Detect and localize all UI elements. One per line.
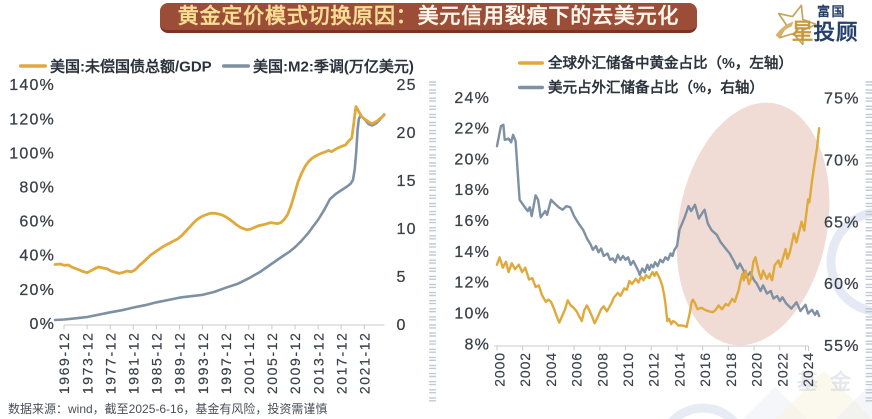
svg-text:100%: 100% xyxy=(9,145,55,162)
svg-text:0: 0 xyxy=(397,317,407,334)
svg-text:0%: 0% xyxy=(29,316,55,333)
svg-text:2014: 2014 xyxy=(672,352,688,387)
svg-text:1969-12: 1969-12 xyxy=(56,332,72,395)
svg-text:15: 15 xyxy=(397,173,417,190)
svg-text:55%: 55% xyxy=(824,338,860,355)
svg-text:22%: 22% xyxy=(454,121,490,138)
svg-text:美国:M2:季调(万亿美元): 美国:M2:季调(万亿美元) xyxy=(253,58,414,76)
svg-text:基金: 基金 xyxy=(797,370,863,394)
svg-text:2017-12: 2017-12 xyxy=(333,332,349,395)
svg-text:14%: 14% xyxy=(454,244,490,261)
svg-text:2006: 2006 xyxy=(569,352,585,387)
svg-text:70%: 70% xyxy=(824,152,860,169)
svg-text:美国:未偿国债总额/GDP: 美国:未偿国债总额/GDP xyxy=(50,58,212,76)
svg-text:24%: 24% xyxy=(454,90,490,107)
svg-text:80%: 80% xyxy=(19,180,55,197)
svg-text:2001-12: 2001-12 xyxy=(241,332,257,395)
svg-text:1993-12: 1993-12 xyxy=(195,332,211,395)
svg-text:18%: 18% xyxy=(454,182,490,199)
svg-text:20%: 20% xyxy=(19,282,55,299)
svg-text:2000: 2000 xyxy=(492,352,508,387)
svg-text:2002: 2002 xyxy=(517,352,533,387)
svg-text:2004: 2004 xyxy=(543,352,559,387)
svg-text:富国: 富国 xyxy=(817,4,846,19)
svg-text:2005-12: 2005-12 xyxy=(264,332,280,395)
svg-text:2024: 2024 xyxy=(800,352,816,387)
svg-text:5: 5 xyxy=(397,269,407,286)
svg-text:12%: 12% xyxy=(454,275,490,292)
svg-text:40%: 40% xyxy=(19,248,55,265)
svg-text:8%: 8% xyxy=(464,336,490,353)
svg-text:10: 10 xyxy=(397,221,417,238)
svg-text:65%: 65% xyxy=(824,214,860,231)
svg-text:1981-12: 1981-12 xyxy=(126,332,142,395)
svg-text:1989-12: 1989-12 xyxy=(172,332,188,395)
svg-text:全球外汇储备中黄金占比（%，左轴）: 全球外汇储备中黄金占比（%，左轴） xyxy=(547,54,793,72)
svg-text:2018: 2018 xyxy=(723,352,739,387)
svg-text:140%: 140% xyxy=(9,77,55,94)
svg-text:2009-12: 2009-12 xyxy=(287,332,303,395)
svg-text:20: 20 xyxy=(397,125,417,142)
svg-text:美元占外汇储备占比（%，右轴）: 美元占外汇储备占比（%，右轴） xyxy=(548,79,764,97)
svg-text:10%: 10% xyxy=(454,306,490,323)
svg-text:60%: 60% xyxy=(824,276,860,293)
svg-text:2012: 2012 xyxy=(646,352,662,387)
svg-text:2010: 2010 xyxy=(620,352,636,387)
svg-text:1997-12: 1997-12 xyxy=(218,332,234,395)
svg-text:2022: 2022 xyxy=(774,352,790,387)
svg-text:1973-12: 1973-12 xyxy=(79,332,95,395)
svg-text:2013-12: 2013-12 xyxy=(310,332,326,395)
svg-text:2020: 2020 xyxy=(749,352,765,387)
svg-text:75%: 75% xyxy=(824,90,860,107)
svg-text:25: 25 xyxy=(397,77,417,94)
svg-text:120%: 120% xyxy=(9,111,55,128)
svg-text:投顾: 投顾 xyxy=(814,21,859,45)
svg-text:16%: 16% xyxy=(454,213,490,230)
svg-text:20%: 20% xyxy=(454,151,490,168)
svg-text:60%: 60% xyxy=(19,214,55,231)
svg-text:星: 星 xyxy=(792,19,814,44)
svg-text:2008: 2008 xyxy=(594,352,610,387)
svg-text:2016: 2016 xyxy=(697,352,713,387)
svg-text:1977-12: 1977-12 xyxy=(102,332,118,395)
svg-text:2021-12: 2021-12 xyxy=(357,332,373,395)
svg-text:1985-12: 1985-12 xyxy=(149,332,165,395)
